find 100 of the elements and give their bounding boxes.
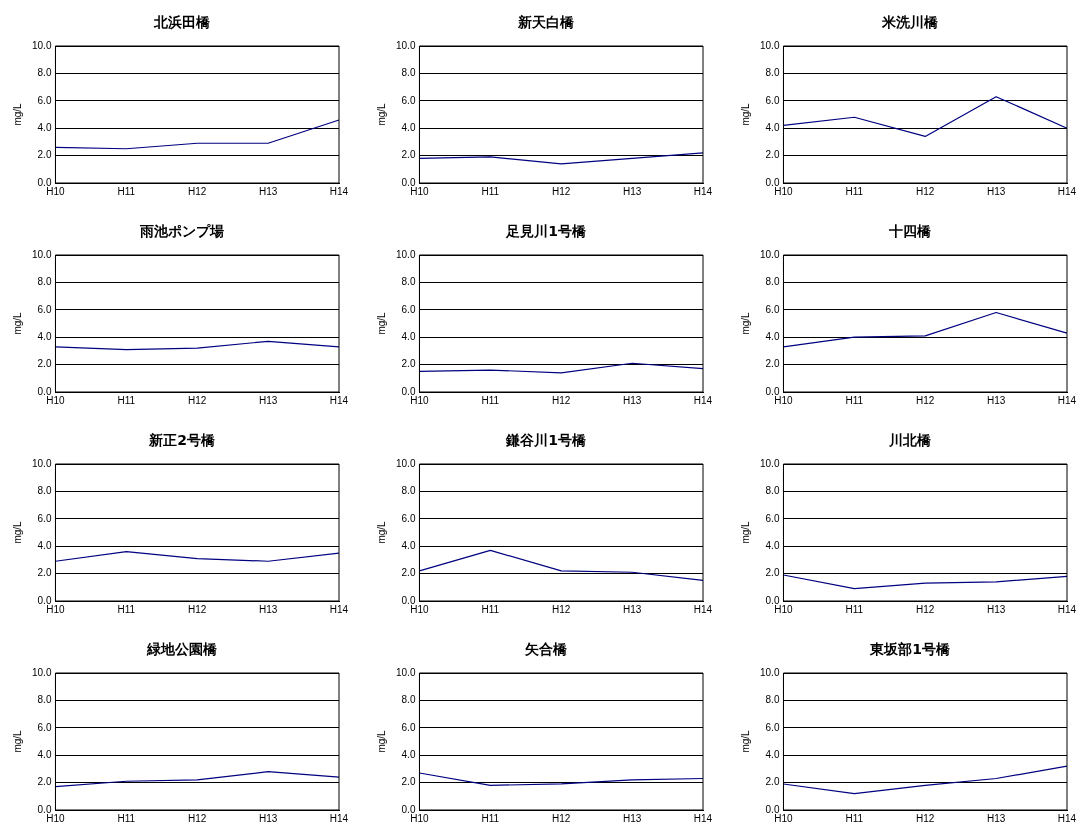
y-tick-label: 10.0 <box>31 457 52 469</box>
y-tick-label: 10.0 <box>759 666 780 678</box>
y-tick-label: 2.0 <box>765 776 780 788</box>
y-tick-label: 10.0 <box>31 39 52 51</box>
y-tick-label: 0.0 <box>37 176 52 188</box>
y-tick-label: 10.0 <box>395 248 416 260</box>
y-tick-label: 2.0 <box>765 358 780 370</box>
x-tick-label: H13 <box>622 812 642 824</box>
y-tick-label: 8.0 <box>401 67 416 79</box>
x-tick-label: H12 <box>552 185 571 197</box>
x-tick-label: H14 <box>693 185 713 197</box>
y-tick-label: 6.0 <box>37 303 52 315</box>
y-tick-label: 4.0 <box>401 121 416 133</box>
y-tick-label: 0.0 <box>765 385 780 397</box>
x-tick-label: H13 <box>622 394 642 406</box>
y-tick-label: 8.0 <box>37 276 52 288</box>
chart-title: 足見川1号橋 <box>505 223 587 241</box>
x-tick-label: H13 <box>986 812 1006 824</box>
x-tick-label: H11 <box>117 185 136 197</box>
y-tick-label: 8.0 <box>765 67 780 79</box>
y-tick-label: 8.0 <box>765 485 780 497</box>
y-axis-title: mg/L <box>11 102 23 126</box>
x-tick-label: H14 <box>329 185 349 197</box>
x-tick-label: H12 <box>916 603 935 615</box>
x-tick-label: H11 <box>117 812 136 824</box>
y-tick-label: 0.0 <box>765 803 780 815</box>
x-tick-label: H12 <box>916 185 935 197</box>
y-tick-label: 4.0 <box>401 330 416 342</box>
y-tick-label: 10.0 <box>31 248 52 260</box>
x-tick-label: H12 <box>552 812 571 824</box>
y-tick-label: 8.0 <box>765 276 780 288</box>
y-tick-label: 2.0 <box>765 149 780 161</box>
y-axis-title: mg/L <box>375 520 387 544</box>
y-tick-label: 8.0 <box>765 694 780 706</box>
y-tick-label: 4.0 <box>37 121 52 133</box>
x-tick-label: H13 <box>622 185 642 197</box>
y-tick-label: 0.0 <box>37 594 52 606</box>
y-tick-label: 10.0 <box>395 457 416 469</box>
x-tick-label: H12 <box>188 394 207 406</box>
y-axis-title: mg/L <box>11 520 23 544</box>
x-tick-label: H13 <box>258 185 278 197</box>
y-tick-label: 8.0 <box>37 67 52 79</box>
y-tick-label: 4.0 <box>401 539 416 551</box>
y-axis-title: mg/L <box>375 102 387 126</box>
x-tick-label: H10 <box>774 603 794 615</box>
chart-title: 北浜田橋 <box>153 14 211 32</box>
y-tick-label: 8.0 <box>401 694 416 706</box>
x-tick-label: H12 <box>188 812 207 824</box>
y-tick-label: 6.0 <box>765 512 780 524</box>
x-tick-label: H11 <box>845 394 864 406</box>
y-axis-title: mg/L <box>739 729 751 753</box>
y-tick-label: 2.0 <box>37 149 52 161</box>
x-tick-label: H10 <box>410 603 430 615</box>
y-tick-label: 10.0 <box>759 457 780 469</box>
chart-title: 新正2号橋 <box>148 432 216 450</box>
x-tick-label: H10 <box>46 394 66 406</box>
x-tick-label: H13 <box>986 603 1006 615</box>
y-tick-label: 6.0 <box>765 94 780 106</box>
y-axis-title: mg/L <box>739 102 751 126</box>
x-tick-label: H12 <box>188 603 207 615</box>
chart-title: 緑地公園橋 <box>145 641 218 659</box>
y-tick-label: 4.0 <box>37 539 52 551</box>
x-tick-label: H13 <box>258 603 278 615</box>
y-tick-label: 0.0 <box>37 803 52 815</box>
x-tick-label: H10 <box>46 603 66 615</box>
y-tick-label: 10.0 <box>395 666 416 678</box>
y-tick-label: 6.0 <box>37 94 52 106</box>
x-tick-label: H14 <box>693 812 713 824</box>
x-tick-label: H14 <box>693 394 713 406</box>
chart-title: 雨池ポンプ場 <box>139 223 225 241</box>
chart-title: 川北橋 <box>888 432 932 450</box>
y-axis-title: mg/L <box>739 311 751 335</box>
y-tick-label: 10.0 <box>759 248 780 260</box>
x-tick-label: H11 <box>117 394 136 406</box>
y-tick-label: 10.0 <box>759 39 780 51</box>
y-tick-label: 6.0 <box>37 512 52 524</box>
x-tick-label: H10 <box>774 185 794 197</box>
x-tick-label: H13 <box>258 812 278 824</box>
x-tick-label: H11 <box>117 603 136 615</box>
y-tick-label: 10.0 <box>31 666 52 678</box>
y-tick-label: 8.0 <box>401 276 416 288</box>
y-tick-label: 2.0 <box>37 358 52 370</box>
x-tick-label: H13 <box>986 185 1006 197</box>
chart-title: 十四橋 <box>888 223 932 241</box>
y-tick-label: 6.0 <box>765 721 780 733</box>
y-tick-label: 6.0 <box>401 303 416 315</box>
x-tick-label: H11 <box>845 603 864 615</box>
y-tick-label: 2.0 <box>401 358 416 370</box>
y-tick-label: 4.0 <box>765 539 780 551</box>
y-tick-label: 6.0 <box>401 721 416 733</box>
x-tick-label: H13 <box>258 394 278 406</box>
x-tick-label: H10 <box>46 185 66 197</box>
x-tick-label: H12 <box>552 394 571 406</box>
x-tick-label: H11 <box>481 394 500 406</box>
y-tick-label: 6.0 <box>401 94 416 106</box>
y-tick-label: 4.0 <box>765 748 780 760</box>
x-tick-label: H11 <box>481 603 500 615</box>
x-tick-label: H11 <box>845 812 864 824</box>
x-tick-label: H12 <box>916 394 935 406</box>
y-tick-label: 4.0 <box>765 121 780 133</box>
